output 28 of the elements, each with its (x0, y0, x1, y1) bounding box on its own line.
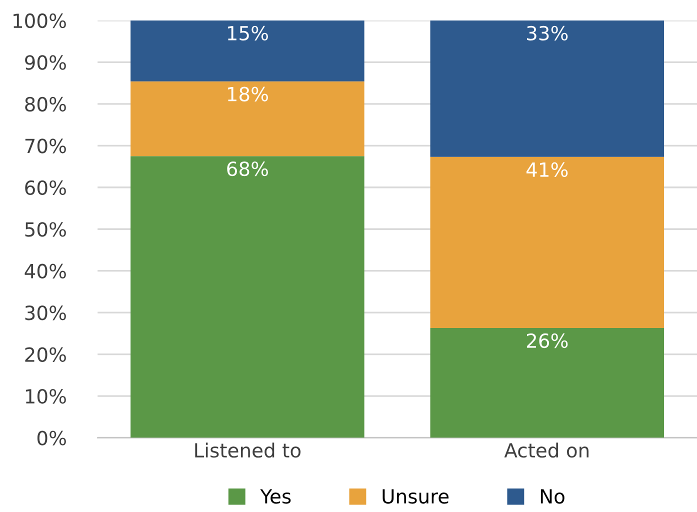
data-label: 41% (526, 162, 568, 177)
y-tick-label: 50% (25, 222, 66, 237)
y-tick-label: 40% (24, 264, 66, 279)
data-label: 18% (228, 86, 268, 102)
y-tick-label: 90% (25, 55, 66, 70)
y-tick-label: 70% (25, 138, 66, 154)
y-tick-label: 20% (25, 347, 66, 362)
data-label: 33% (527, 26, 568, 41)
bar (430, 328, 664, 438)
data-label: 68% (227, 161, 268, 176)
bar (430, 20, 664, 157)
y-tick-label: 0% (37, 430, 66, 446)
y-tick-label: 80% (25, 96, 66, 112)
data-label: 15% (228, 26, 268, 41)
legend-label: Yes (260, 489, 291, 504)
legend-label: Unsure (382, 489, 449, 504)
bar (130, 81, 364, 156)
y-tick-label: 60% (25, 180, 66, 196)
legend-label: No (540, 489, 564, 504)
y-tick-label: 100% (14, 13, 66, 28)
x-tick-label: Listened to (195, 442, 301, 458)
y-tick-label: 10% (26, 388, 66, 404)
x-tick-label: Acted on (504, 442, 588, 458)
bar (130, 20, 364, 82)
data-label: 26% (526, 333, 568, 348)
y-tick-label: 30% (25, 306, 66, 320)
bar (430, 156, 664, 328)
bar (130, 156, 364, 438)
